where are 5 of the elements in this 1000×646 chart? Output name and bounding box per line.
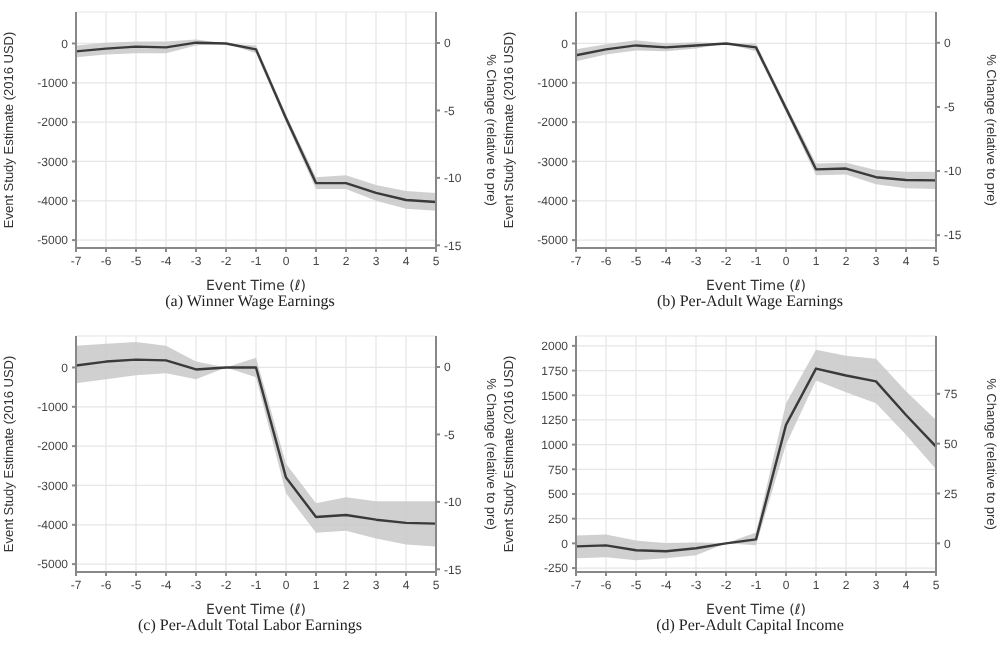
text: (b) Per-Adult Wage Earnings [654,292,846,310]
text: (a) Winner Wage Earnings [163,292,337,310]
line-series [76,357,436,524]
text: (d) Per-Adult Capital Income [654,615,846,633]
text: (c) Per-Adult Total Labor Earnings [136,615,364,633]
